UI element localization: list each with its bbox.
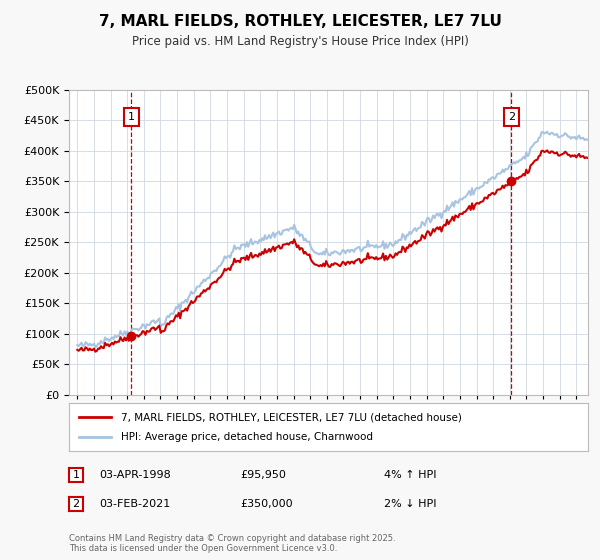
Text: Contains HM Land Registry data © Crown copyright and database right 2025.: Contains HM Land Registry data © Crown c… (69, 534, 395, 543)
Text: 03-FEB-2021: 03-FEB-2021 (99, 499, 170, 509)
Text: £95,950: £95,950 (240, 470, 286, 480)
Text: 7, MARL FIELDS, ROTHLEY, LEICESTER, LE7 7LU (detached house): 7, MARL FIELDS, ROTHLEY, LEICESTER, LE7 … (121, 413, 462, 422)
Text: 7, MARL FIELDS, ROTHLEY, LEICESTER, LE7 7LU: 7, MARL FIELDS, ROTHLEY, LEICESTER, LE7 … (98, 14, 502, 29)
Text: 2% ↓ HPI: 2% ↓ HPI (384, 499, 437, 509)
Text: 1: 1 (128, 112, 135, 122)
Text: HPI: Average price, detached house, Charnwood: HPI: Average price, detached house, Char… (121, 432, 373, 442)
Text: 4% ↑ HPI: 4% ↑ HPI (384, 470, 437, 480)
Text: 1: 1 (73, 470, 79, 480)
Text: Price paid vs. HM Land Registry's House Price Index (HPI): Price paid vs. HM Land Registry's House … (131, 35, 469, 48)
Text: £350,000: £350,000 (240, 499, 293, 509)
Text: 03-APR-1998: 03-APR-1998 (99, 470, 171, 480)
Text: This data is licensed under the Open Government Licence v3.0.: This data is licensed under the Open Gov… (69, 544, 337, 553)
Text: 2: 2 (508, 112, 515, 122)
Text: 2: 2 (73, 499, 79, 509)
